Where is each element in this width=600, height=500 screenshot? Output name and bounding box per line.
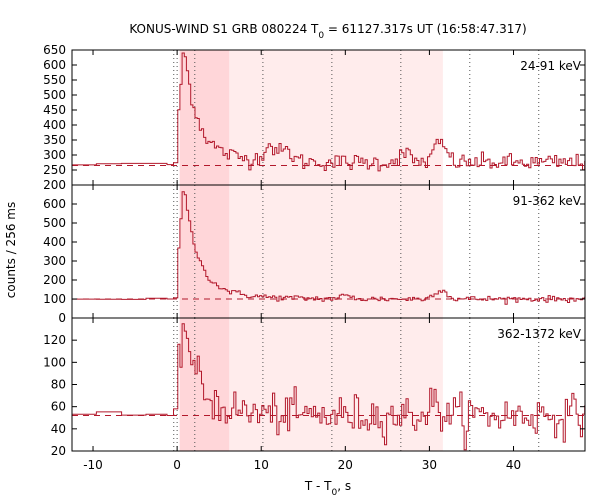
y-tick-label: 80: [51, 378, 66, 392]
y-tick-label: 500: [43, 88, 66, 102]
y-tick-label: 200: [43, 178, 66, 192]
x-tick-label: 10: [254, 458, 269, 472]
shaded-interval-light: [229, 50, 443, 451]
shaded-interval-dark: [179, 50, 230, 451]
x-axis-label: T - T0, s: [304, 479, 351, 498]
y-tick-label: 600: [43, 58, 66, 72]
light-curve-2: [72, 191, 586, 305]
panel-3: 20 40 60 80 100 120 362-1372 keV: [43, 317, 586, 458]
y-tick-label: 600: [43, 197, 66, 211]
y-tick-label: 350: [43, 133, 66, 147]
y-axis-label: counts / 256 ms: [4, 202, 18, 298]
light-curve-3: [72, 323, 586, 451]
y-tick-label: 200: [43, 273, 66, 287]
x-tick-label: -10: [83, 458, 103, 472]
y-tick-label: 40: [51, 422, 66, 436]
y-tick-label: 300: [43, 254, 66, 268]
x-tick-label: 20: [338, 458, 353, 472]
y-tick-label: 450: [43, 103, 66, 117]
panel-2: 0 100 200 300 400 500 600 91-362 keV: [43, 184, 586, 325]
band-label: 91-362 keV: [513, 194, 582, 208]
light-curve-1: [72, 52, 586, 172]
x-tick-label: 30: [422, 458, 437, 472]
band-label: 24-91 keV: [520, 59, 582, 73]
y-tick-label: 400: [43, 118, 66, 132]
y-tick-label: 0: [58, 311, 66, 325]
y-tick-label: 100: [43, 292, 66, 306]
y-tick-label: 120: [43, 333, 66, 347]
y-tick-label: 250: [43, 163, 66, 177]
y-tick-label: 400: [43, 235, 66, 249]
y-tick-label: 550: [43, 73, 66, 87]
y-tick-label: 500: [43, 216, 66, 230]
y-tick-label: 20: [51, 444, 66, 458]
x-tick-label: 40: [506, 458, 521, 472]
chart-title: KONUS-WIND S1 GRB 080224 T0 = 61127.317s…: [129, 22, 526, 41]
y-tick-label: 60: [51, 400, 66, 414]
x-tick-label: 0: [173, 458, 181, 472]
y-tick-label: 300: [43, 148, 66, 162]
y-tick-label: 100: [43, 355, 66, 369]
band-label: 362-1372 keV: [497, 327, 581, 341]
y-tick-label: 650: [43, 43, 66, 57]
